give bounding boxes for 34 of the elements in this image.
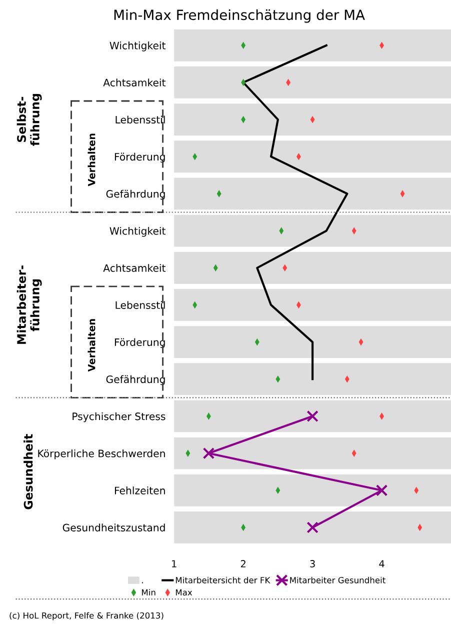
point — [306, 410, 318, 422]
y-tick-label: Achtsamkeit — [103, 264, 166, 272]
legend-label: Min — [142, 589, 156, 596]
x-tick-label: 1 — [172, 560, 176, 568]
point — [306, 522, 318, 534]
text: Mitarbeiter- führung — [16, 266, 42, 344]
x-tick-label: 2 — [240, 560, 246, 568]
text: Verhalten — [88, 134, 96, 186]
y-tick-label: Lebensstil — [116, 301, 165, 309]
y-tick-label: Gesundheitszustand — [62, 524, 165, 532]
legend-label: Max — [176, 589, 192, 596]
y-tick-label: Wichtigkeit — [110, 226, 166, 237]
y-tick-label: Förderung — [114, 338, 165, 348]
x-tick-label: 4 — [379, 560, 384, 568]
chart-title: Min-Max Fremdeinschätzung der MA — [114, 9, 365, 23]
text: Verhalten — [88, 319, 96, 372]
legend-label: Mitarbeiter Gesundheit — [290, 576, 386, 584]
legend-label: Mitarbeitersicht der FK — [176, 576, 270, 584]
y-tick-label: Gefährdung — [106, 375, 165, 386]
text: (c) HoL Report, Felfe & Franke (2013) — [10, 612, 164, 620]
legend-label: . — [142, 582, 143, 584]
y-tick-label: Gefährdung — [106, 190, 165, 200]
y-tick-label: Lebensstil — [116, 116, 165, 124]
point — [376, 484, 388, 496]
y-tick-label: Psychischer Stress — [72, 412, 166, 422]
y-tick-label: Wichtigkeit — [110, 42, 166, 52]
text: Gesundheit — [24, 434, 33, 510]
y-tick-label: Fehlzeiten — [114, 486, 165, 494]
y-tick-label: Körperliche Beschwerden — [38, 449, 165, 460]
text: Selbst- führung — [16, 94, 42, 146]
y-tick-label: Förderung — [114, 152, 165, 163]
x-tick-label: 3 — [310, 560, 315, 568]
point — [202, 447, 215, 460]
y-tick-label: Achtsamkeit — [103, 78, 166, 86]
